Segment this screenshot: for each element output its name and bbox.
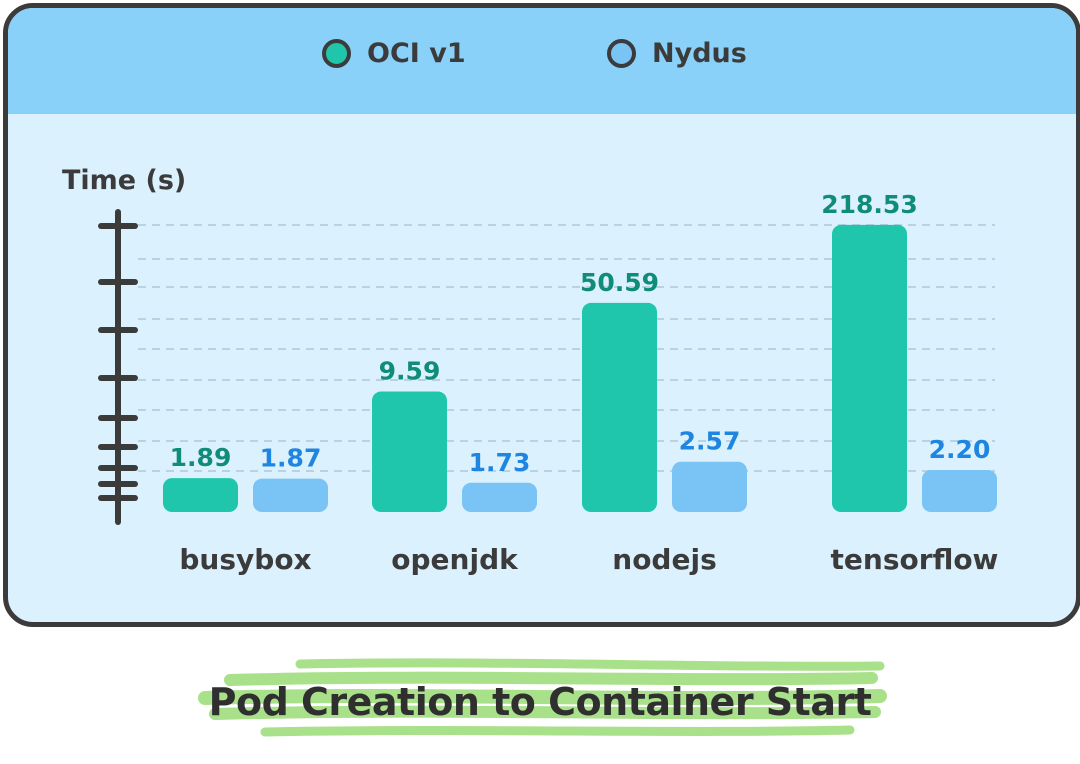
legend-label-nydus: Nydus bbox=[652, 38, 747, 69]
bar-nodejs-nydus bbox=[672, 461, 747, 512]
y-axis-title: Time (s) bbox=[62, 165, 186, 196]
y-axis bbox=[98, 209, 138, 525]
value-label-openjdk-oci: 9.59 bbox=[379, 357, 441, 386]
value-label-busybox-oci: 1.89 bbox=[170, 443, 232, 472]
legend-swatch-oci bbox=[322, 39, 351, 68]
value-label-nodejs-oci: 50.59 bbox=[580, 268, 659, 297]
bar-chart: Time (s) 1.89 1.87 9.59 1.73 50.59 2.57 218.53… bbox=[62, 165, 998, 576]
bar-tensorflow-nydus bbox=[922, 469, 997, 512]
legend: OCI v1 Nydus bbox=[0, 0, 1080, 106]
title-highlight bbox=[198, 658, 887, 737]
bar-busybox-oci bbox=[163, 478, 238, 512]
legend-item-oci: OCI v1 bbox=[322, 38, 466, 69]
chart-title: Pod Creation to Container Start bbox=[208, 680, 872, 724]
value-label-busybox-nydus: 1.87 bbox=[260, 444, 322, 473]
value-label-openjdk-nydus: 1.73 bbox=[469, 448, 531, 477]
category-label-nodejs: nodejs bbox=[612, 543, 716, 576]
legend-swatch-nydus bbox=[607, 39, 636, 68]
bar-busybox-nydus bbox=[253, 478, 328, 512]
bar-openjdk-oci bbox=[372, 391, 447, 512]
category-label-openjdk: openjdk bbox=[391, 543, 519, 576]
value-label-tensorflow-nydus: 2.20 bbox=[929, 435, 991, 464]
bar-nodejs-oci bbox=[582, 302, 657, 512]
legend-item-nydus: Nydus bbox=[607, 38, 747, 69]
legend-header bbox=[8, 8, 1076, 114]
bars bbox=[163, 224, 997, 512]
value-label-nodejs-nydus: 2.57 bbox=[679, 427, 741, 456]
legend-label-oci: OCI v1 bbox=[367, 38, 466, 69]
bar-tensorflow-oci bbox=[832, 224, 907, 512]
value-label-tensorflow-oci: 218.53 bbox=[821, 190, 917, 219]
value-labels: 1.89 1.87 9.59 1.73 50.59 2.57 218.53 2.20 bbox=[170, 190, 991, 477]
chart-title-area: Pod Creation to Container Start bbox=[0, 650, 1080, 750]
category-labels: busybox openjdk nodejs tensorflow bbox=[179, 543, 998, 576]
category-label-busybox: busybox bbox=[179, 543, 311, 576]
bar-openjdk-nydus bbox=[462, 482, 537, 512]
category-label-tensorflow: tensorflow bbox=[831, 543, 999, 576]
